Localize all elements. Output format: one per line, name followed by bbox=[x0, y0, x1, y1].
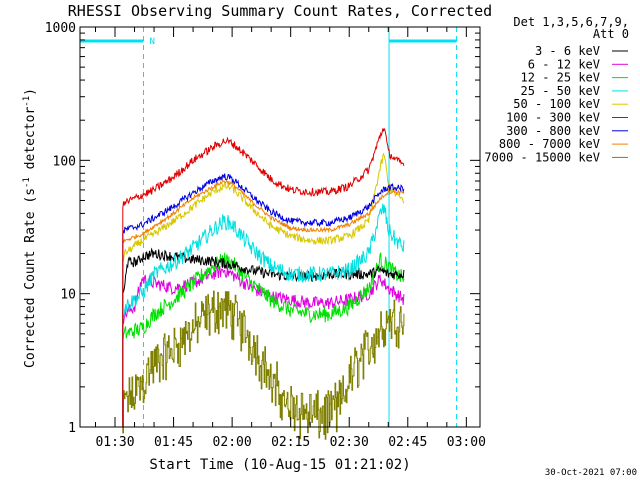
y-axis-label-sup1: -1 bbox=[22, 177, 32, 188]
timestamp: 30-Oct-2021 07:00 bbox=[545, 468, 637, 478]
series-lines bbox=[122, 127, 405, 440]
legend-label: 25 - 50 keV bbox=[521, 84, 600, 98]
legend-label: 50 - 100 keV bbox=[513, 97, 600, 111]
y-tick-label: 10 bbox=[60, 288, 76, 303]
legend-label: 7000 - 15000 keV bbox=[484, 150, 600, 164]
series-line bbox=[122, 203, 405, 427]
x-tick-label: 02:30 bbox=[330, 435, 369, 450]
y-axis-label-mid: detector bbox=[23, 107, 38, 178]
x-tick-label: 01:45 bbox=[154, 435, 193, 450]
legend-label: 300 - 800 keV bbox=[506, 124, 600, 138]
x-tick-label: 03:00 bbox=[447, 435, 486, 450]
series-line bbox=[122, 252, 405, 427]
series-line bbox=[122, 152, 405, 427]
legend-label: 6 - 12 keV bbox=[528, 57, 600, 71]
series-line bbox=[122, 265, 405, 427]
series-line bbox=[122, 127, 405, 427]
legend-label: 3 - 6 keV bbox=[535, 44, 600, 58]
y-axis-label-start: Corrected Count Rate (s bbox=[23, 188, 38, 368]
series-line bbox=[122, 247, 405, 427]
x-ticks: 01:30 01:45 02:00 02:15 02:30 02:45 03:00 bbox=[94, 27, 486, 450]
legend-label: 12 - 25 keV bbox=[521, 71, 600, 85]
night-markers: N bbox=[79, 27, 458, 427]
y-axis-label: Corrected Count Rate (s-1 detector-1) bbox=[22, 88, 38, 368]
night-label: N bbox=[150, 37, 155, 47]
y-axis-label-sup2: -1 bbox=[22, 96, 32, 107]
x-axis-label: Start Time (10-Aug-15 01:21:02) bbox=[149, 457, 410, 473]
legend-label: 800 - 7000 keV bbox=[499, 137, 600, 151]
plot-frame bbox=[79, 26, 481, 428]
x-tick-label: 01:30 bbox=[95, 435, 134, 450]
x-tick-label: 02:45 bbox=[388, 435, 427, 450]
series-line bbox=[122, 173, 405, 427]
y-tick-label: 1 bbox=[68, 421, 76, 436]
x-tick-label: 02:00 bbox=[213, 435, 252, 450]
y-axis-label-end: ) bbox=[23, 88, 38, 96]
chart-title: RHESSI Observing Summary Count Rates, Co… bbox=[68, 2, 492, 20]
y-tick-label: 100 bbox=[53, 154, 76, 169]
series-line bbox=[122, 290, 405, 440]
x-tick-label: 02:15 bbox=[271, 435, 310, 450]
series-line bbox=[122, 179, 405, 427]
legend-header-detectors: Det 1,3,5,6,7,9, bbox=[513, 15, 629, 29]
legend-header-attenuator: Att 0 bbox=[593, 27, 629, 41]
legend-label: 100 - 300 keV bbox=[506, 111, 600, 125]
y-tick-label: 1000 bbox=[45, 21, 76, 36]
y-ticks: 1 10 100 1000 bbox=[45, 21, 480, 436]
